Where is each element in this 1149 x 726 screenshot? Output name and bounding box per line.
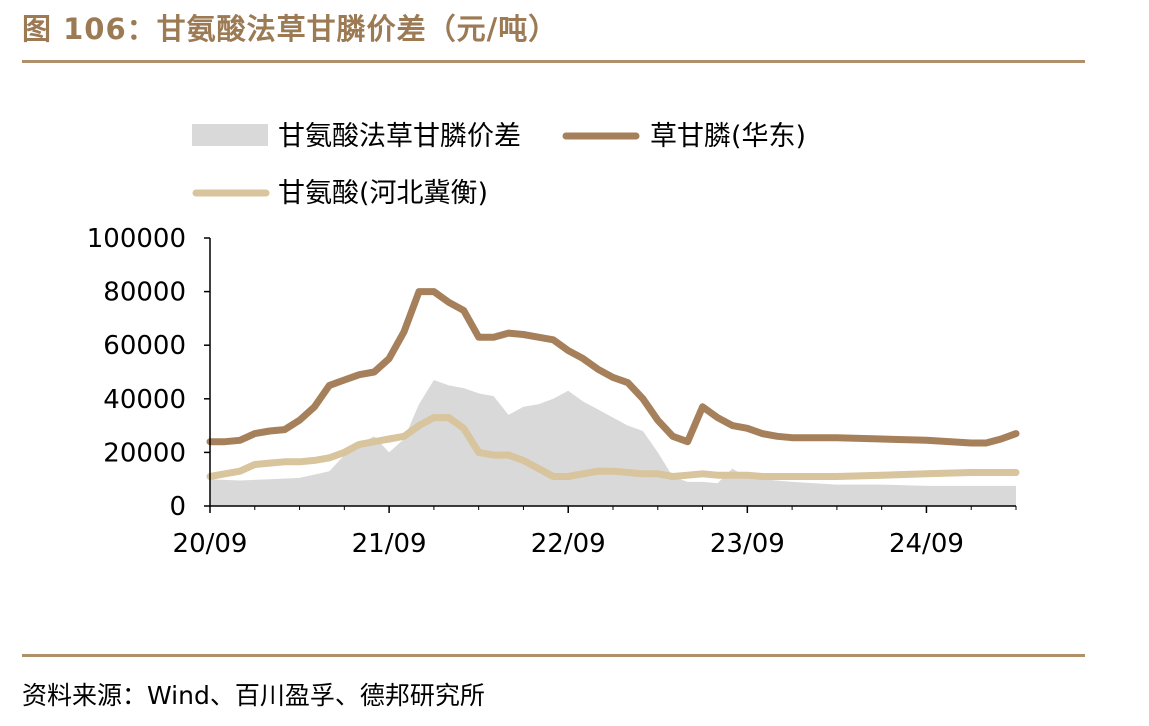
title-divider xyxy=(22,60,1085,63)
series-line-glycine xyxy=(206,414,1020,480)
x-tick-label: 20/09 xyxy=(173,529,248,559)
y-tick-label: 100000 xyxy=(87,224,186,254)
y-tick-label: 20000 xyxy=(103,438,186,468)
y-tick-label: 40000 xyxy=(103,385,186,415)
y-tick-label: 0 xyxy=(169,492,186,522)
legend-swatch-spread xyxy=(192,124,268,146)
plot-area xyxy=(206,288,1020,506)
x-ticks: 20/09 21/09 22/09 23/09 24/09 xyxy=(173,506,1017,559)
x-tick-label: 21/09 xyxy=(352,529,427,559)
y-ticks: 0 20000 40000 60000 80000 100000 xyxy=(87,224,210,522)
chart: 0 20000 40000 60000 80000 100000 20/09 21/09 22… xyxy=(87,121,1020,559)
legend-label-glycine: 甘氨酸(河北冀衡) xyxy=(278,178,488,209)
x-tick-label: 23/09 xyxy=(710,529,785,559)
x-tick-label: 22/09 xyxy=(531,529,606,559)
footer-divider xyxy=(22,654,1085,657)
series-line-glyphosate xyxy=(206,288,1020,447)
legend: 甘氨酸法草甘膦价差 草甘膦(华东) 甘氨酸(河北冀衡) xyxy=(192,121,806,209)
y-tick-label: 60000 xyxy=(103,331,186,361)
chart-title: 图 106：甘氨酸法草甘膦价差（元/吨） xyxy=(22,12,559,46)
y-tick-label: 80000 xyxy=(103,278,186,308)
legend-label-glyphosate: 草甘膦(华东) xyxy=(650,121,806,152)
legend-label-spread: 甘氨酸法草甘膦价差 xyxy=(278,121,521,152)
x-tick-label: 24/09 xyxy=(889,529,964,559)
source-note: 资料来源：Wind、百川盈孚、德邦研究所 xyxy=(22,681,485,710)
series-area-spread xyxy=(210,380,1016,506)
